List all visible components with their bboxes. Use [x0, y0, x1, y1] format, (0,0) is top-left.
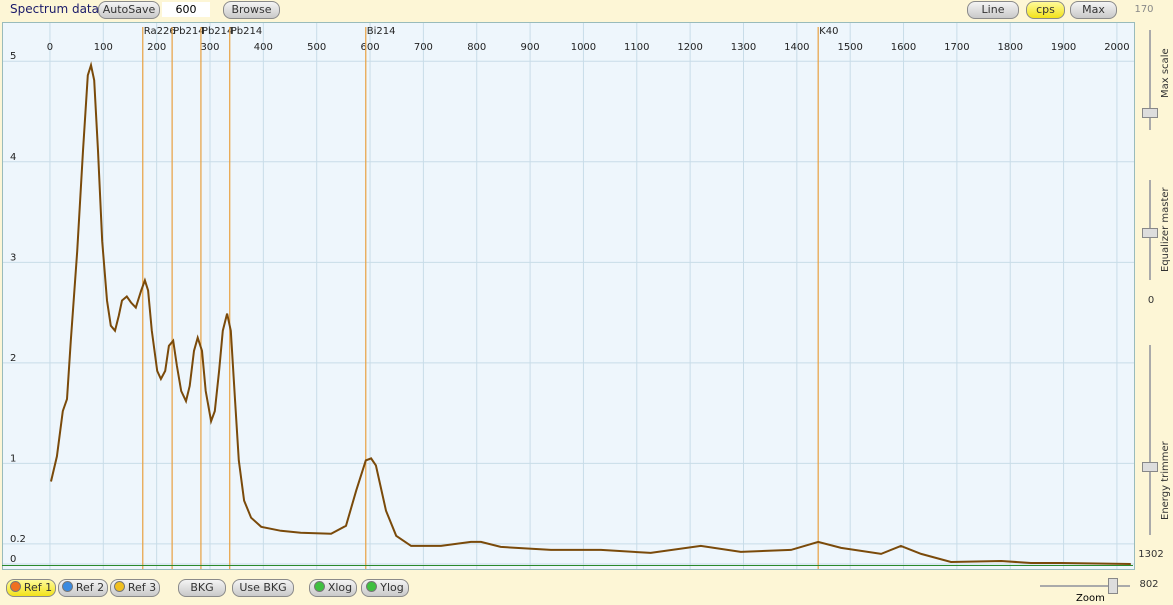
zoom-value: 802 — [1139, 579, 1159, 590]
y-tick-label: 2 — [10, 353, 16, 364]
y-tick-label: 0 — [10, 554, 16, 565]
x-tick-label: 1400 — [784, 42, 809, 53]
slider-track — [1149, 30, 1151, 130]
button-label: Ylog — [380, 581, 404, 594]
x-tick-label: 1700 — [944, 42, 969, 53]
peak-label: Pb214 — [231, 26, 262, 37]
x-tick-label: 1200 — [677, 42, 702, 53]
button-label: Xlog — [327, 581, 353, 594]
button-label: Ref 2 — [75, 581, 105, 594]
x-tick-label: 2000 — [1104, 42, 1129, 53]
autosave-input[interactable]: 600 — [162, 2, 210, 17]
baseline — [2, 565, 1133, 566]
x-tick-label: 400 — [254, 42, 273, 53]
peak-label: K40 — [819, 26, 838, 37]
bottom-button[interactable]: Ref 1 — [6, 579, 56, 597]
bottom-button[interactable]: BKG — [178, 579, 226, 597]
button-icon — [113, 581, 125, 592]
button-icon — [9, 581, 21, 592]
chart: 0 100 200 300 400 500 600 700 800 900 1000 1100 1200… — [2, 22, 1135, 570]
button-label: Ref 3 — [127, 581, 157, 594]
zoom-label: Zoom — [1076, 593, 1105, 604]
autosave-button[interactable]: AutoSave — [98, 1, 160, 19]
max-scale-label: Max scale — [1160, 48, 1171, 98]
x-tick-label: 1800 — [998, 42, 1023, 53]
max-scale-value: 170 — [1134, 4, 1154, 15]
bottom-button[interactable]: Ref 3 — [110, 579, 160, 597]
x-tick-label: 1600 — [891, 42, 916, 53]
button-icon — [366, 581, 378, 592]
x-tick-label: 1000 — [571, 42, 596, 53]
x-tick-label: 1900 — [1051, 42, 1076, 53]
max-scale-slider[interactable] — [1142, 108, 1158, 118]
peak-label: Pb214 — [202, 26, 233, 37]
x-tick-label: 0 — [47, 42, 53, 53]
y-tick-label: 4 — [10, 152, 16, 163]
bottom-button[interactable]: Ylog — [361, 579, 409, 597]
peak-label: Pb214 — [173, 26, 204, 37]
y-tick-label: 3 — [10, 252, 16, 263]
spectrum-line — [50, 61, 1131, 565]
equalizer-slider[interactable] — [1142, 228, 1158, 238]
zoom-slider[interactable] — [1108, 578, 1118, 594]
browse-button[interactable]: Browse — [223, 1, 280, 19]
max-button[interactable]: Max — [1070, 1, 1117, 19]
x-tick-label: 800 — [467, 42, 486, 53]
x-tick-label: 1500 — [837, 42, 862, 53]
peak-label: Bi214 — [367, 26, 396, 37]
peak-label: Ra226 — [144, 26, 176, 37]
bottom-button[interactable]: Xlog — [309, 579, 357, 597]
x-tick-label: 600 — [360, 42, 379, 53]
y-tick-label: 1 — [10, 453, 16, 464]
x-tick-label: 300 — [200, 42, 219, 53]
equalizer-value: 0 — [1147, 295, 1155, 306]
line-button[interactable]: Line — [967, 1, 1019, 19]
energy-trimmer-label: Energy trimmer — [1160, 441, 1171, 520]
x-tick-label: 900 — [521, 42, 540, 53]
bottom-button[interactable]: Use BKG — [232, 579, 294, 597]
x-tick-label: 100 — [94, 42, 113, 53]
zoom-track — [1040, 585, 1130, 587]
button-label: Ref 1 — [23, 581, 53, 594]
button-label: BKG — [190, 581, 214, 594]
bottom-button[interactable]: Ref 2 — [58, 579, 108, 597]
y-tick-label: 0.2 — [10, 534, 26, 545]
energy-value: 1302 — [1138, 549, 1164, 560]
x-tick-label: 1300 — [731, 42, 756, 53]
slider-track — [1149, 345, 1151, 535]
x-tick-label: 200 — [147, 42, 166, 53]
title: Spectrum data — [10, 2, 99, 16]
button-icon — [61, 581, 73, 592]
cps-button[interactable]: cps — [1026, 1, 1065, 19]
equalizer-label: Equalizer master — [1160, 187, 1171, 272]
energy-trimmer-slider[interactable] — [1142, 462, 1158, 472]
button-label: Use BKG — [239, 581, 287, 594]
x-tick-label: 1100 — [624, 42, 649, 53]
y-tick-label: 5 — [10, 51, 16, 62]
x-tick-label: 700 — [414, 42, 433, 53]
button-icon — [313, 581, 325, 592]
x-tick-label: 500 — [307, 42, 326, 53]
